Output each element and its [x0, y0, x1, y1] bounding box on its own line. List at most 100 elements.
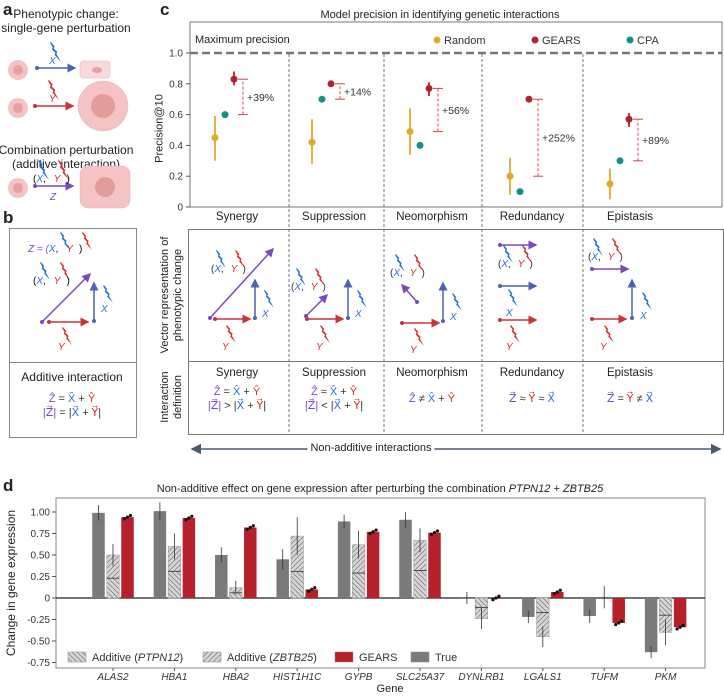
panel-d-label: d: [3, 476, 14, 495]
formula-line: |Z⃗| = |X⃗ + Y⃗|: [43, 406, 101, 420]
bar-gears: [551, 591, 564, 598]
legend-label: Additive (ZBTB25): [227, 652, 317, 664]
formula-token: X⃗: [236, 400, 245, 412]
vector-diagrams: (X, Y) X Y (X, Y) X Y (X, Y) X Y (X, Y) X Y (X, Y) X Y: [208, 238, 652, 356]
formula-token: Ŷ: [87, 393, 96, 405]
cell-square: [79, 165, 131, 209]
bar-true: [276, 559, 289, 598]
formula-token: Y⃗: [256, 400, 264, 412]
formula-token: Ŷ: [447, 393, 456, 405]
plot-frame: [55, 497, 706, 669]
panel-a-title-line1: Phenotypic change:: [13, 7, 119, 21]
panel-b-box: [9, 228, 137, 438]
legend-marker-random: [433, 36, 441, 44]
d-x-axis-label: Gene: [376, 683, 404, 695]
panel-b-caption: Additive interaction: [21, 370, 123, 384]
gears-replicate-dot: [307, 589, 311, 593]
vector-label: Y: [410, 345, 418, 356]
point-random: [606, 180, 614, 188]
vector-label: X: [354, 309, 362, 320]
y-vector-origin: [498, 318, 502, 322]
x-lightning-icon: [642, 292, 652, 310]
improvement-label: +14%: [344, 87, 371, 99]
panel-c-divider: [188, 361, 723, 362]
panel-b-divider: [9, 362, 136, 363]
formula-line: |Z⃗| > |X⃗ + Y⃗|: [208, 399, 266, 413]
point-random: [308, 138, 316, 146]
z-vector: [305, 293, 329, 317]
definition-formula: Ẑ ≠ X̂ + Ŷ: [409, 392, 455, 406]
legend-label: True: [435, 652, 457, 664]
gears-replicate-dot: [614, 623, 618, 627]
point-random: [406, 128, 414, 136]
vector-label: Y: [600, 342, 608, 353]
legend-marker-gears: [531, 36, 539, 44]
formula-token: =: [220, 386, 234, 398]
y-vector-origin: [590, 317, 594, 321]
x-tick-label: GYPB: [345, 672, 373, 683]
formula-token: X̂: [427, 393, 436, 405]
vector-label: Y: [316, 342, 324, 353]
formula-token: ≈: [516, 393, 529, 405]
formula-token: |Z⃗|: [207, 400, 222, 412]
formula-token: +: [75, 393, 88, 405]
bar-gears: [428, 532, 441, 598]
y-vector-origin: [305, 317, 309, 321]
formula-line: Ẑ ≈ X̂ + Ŷ: [305, 385, 363, 399]
x-tick-label: TUFM: [590, 672, 618, 683]
legend-swatch: [67, 651, 87, 663]
y-vector-origin: [400, 321, 404, 325]
y-vector-origin: [213, 317, 217, 321]
formula-line: |Z⃗| < |X⃗ + Y⃗|: [305, 399, 363, 413]
improvement-label: +56%: [442, 105, 469, 117]
definition-title: Epistasis: [606, 367, 654, 379]
y-lightning-icon: [226, 325, 236, 343]
point-cpa: [516, 188, 524, 196]
y-lightning-icon: [604, 325, 614, 343]
formula-token: X⃗: [645, 393, 654, 405]
x-label: X: [48, 56, 56, 67]
cell-small: [8, 60, 28, 80]
definition-title: Redundancy: [499, 367, 565, 379]
formula-token: Y⃗: [353, 400, 361, 412]
gears-replicate-dot: [429, 532, 434, 536]
formula-token: +: [240, 386, 253, 398]
point-random: [211, 134, 219, 142]
gears-replicate-dot: [128, 513, 133, 518]
y-tick-label: 1.0: [169, 49, 183, 60]
formula-token: X̂: [233, 386, 241, 398]
formula-token: +: [337, 386, 350, 398]
vector-label: X: [261, 309, 269, 320]
bar-additive-ptpn12: [536, 597, 550, 613]
y-tick-label: -0.75: [27, 658, 50, 669]
definition-formula: Ẑ = X̂ + Ŷ |Z⃗| > |X⃗ + Y⃗|: [208, 385, 266, 413]
formula-line: Ẑ = X̂ + Ŷ: [208, 385, 266, 399]
gears-replicate-dot: [620, 619, 624, 623]
vector-label: Y: [506, 342, 514, 353]
x-label: X: [100, 304, 108, 315]
legend-marker-cpa: [626, 36, 634, 44]
gears-replicate-dot: [435, 529, 440, 533]
panel-d-title-genes: PTPN12 + ZBTB25: [508, 483, 604, 495]
bar-true: [644, 598, 658, 653]
definition-title: Suppression: [302, 367, 366, 379]
bar-gears: [305, 589, 318, 598]
gears-replicate-dot: [494, 596, 498, 600]
gears-replicate-dot: [310, 587, 314, 592]
bar-true: [337, 521, 351, 598]
x-vector-origin: [630, 316, 634, 320]
z-vector-origin: [208, 316, 212, 320]
legend-swatch: [334, 651, 354, 663]
y-tick-label: 0.6: [169, 110, 183, 121]
point-cpa: [416, 141, 424, 149]
category-label: Redundancy: [499, 211, 565, 223]
definition-title: Neomorphism: [396, 367, 468, 379]
y-lightning-icon: [82, 232, 92, 250]
formula-token: X⃗: [333, 400, 342, 412]
category-label: Synergy: [215, 211, 259, 223]
x-lightning-icon: [264, 290, 274, 308]
gears-replicate-dot: [432, 531, 437, 535]
y-lightning-icon: [320, 325, 330, 343]
formula-token: +: [79, 407, 92, 419]
x-vector-origin: [253, 316, 257, 320]
